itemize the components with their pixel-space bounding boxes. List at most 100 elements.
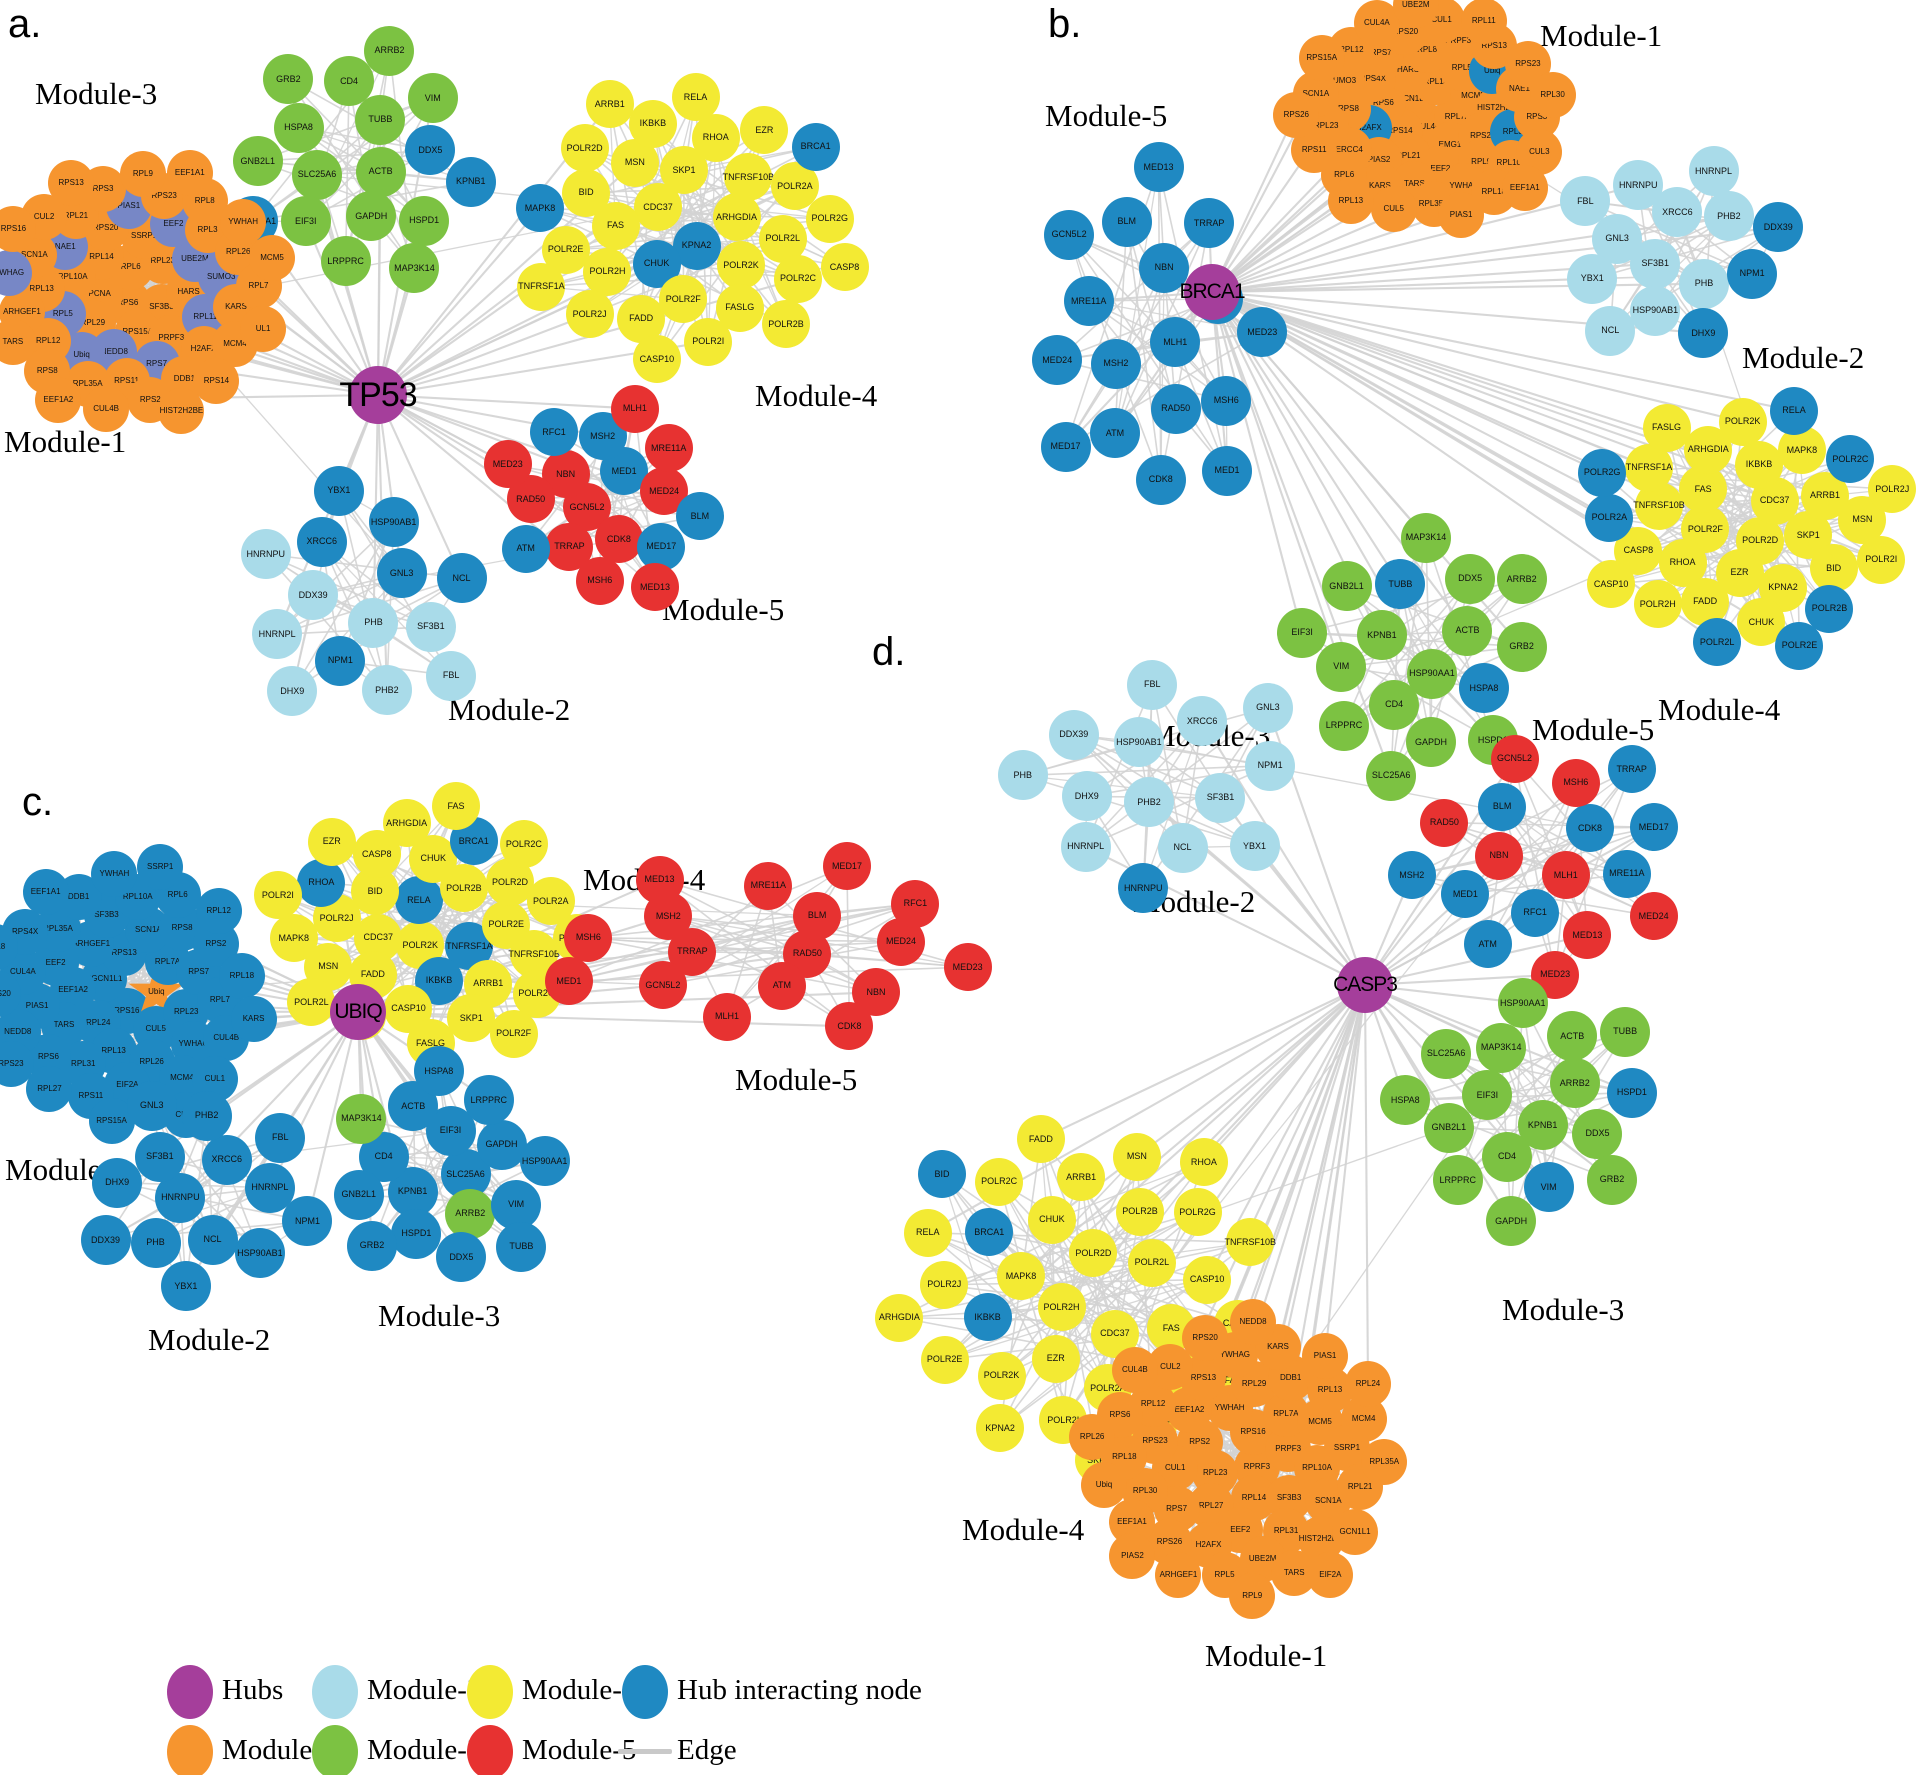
node-EIF3I[interactable]: EIF3I [1462, 1070, 1513, 1121]
node-NEDD8[interactable]: NEDD8 [1230, 1299, 1276, 1346]
node-XRCC6[interactable]: XRCC6 [1652, 187, 1703, 238]
node-XRCC6[interactable]: XRCC6 [201, 1134, 252, 1185]
node-BLM[interactable]: BLM [1101, 196, 1152, 247]
node-RPL27[interactable]: RPL27 [26, 1066, 73, 1113]
node-POLR2H[interactable]: POLR2H [583, 247, 632, 296]
node-CASP10[interactable]: CASP10 [1587, 560, 1636, 609]
node-MED17[interactable]: MED17 [822, 842, 871, 891]
node-MED1[interactable]: MED1 [1441, 870, 1490, 919]
node-ATM[interactable]: ATM [1089, 408, 1140, 459]
node-MCM5[interactable]: MCM5 [249, 234, 296, 281]
node-CD4[interactable]: CD4 [1369, 679, 1420, 730]
node-RFC1[interactable]: RFC1 [530, 408, 579, 457]
node-POLR2G[interactable]: POLR2G [1173, 1188, 1222, 1237]
node-ACTB[interactable]: ACTB [1442, 605, 1493, 656]
node-RPL26[interactable]: RPL26 [1069, 1413, 1116, 1460]
node-DDX5[interactable]: DDX5 [405, 125, 456, 176]
node-MED24[interactable]: MED24 [1032, 335, 1083, 386]
node-GAPDH[interactable]: GAPDH [1486, 1196, 1537, 1247]
node-MSH6[interactable]: MSH6 [564, 913, 613, 962]
node-VIM[interactable]: VIM [407, 73, 458, 124]
node-GNL3[interactable]: GNL3 [376, 548, 427, 599]
node-MED24[interactable]: MED24 [1629, 892, 1678, 941]
node-GCN5L2[interactable]: GCN5L2 [1044, 209, 1095, 260]
node-NPM1[interactable]: NPM1 [315, 635, 366, 686]
node-FBL[interactable]: FBL [255, 1112, 306, 1163]
node-POLR2C[interactable]: POLR2C [1826, 435, 1875, 484]
node-GNB2L1[interactable]: GNB2L1 [333, 1169, 384, 1220]
node-SSRP1[interactable]: SSRP1 [137, 844, 184, 891]
node-EIF3I[interactable]: EIF3I [280, 196, 331, 247]
node-POLR2K[interactable]: POLR2K [977, 1351, 1026, 1400]
node-PHB2[interactable]: PHB2 [1703, 191, 1754, 242]
node-POLR2B[interactable]: POLR2B [1805, 584, 1854, 633]
node-RHOA[interactable]: RHOA [297, 858, 346, 907]
node-POLR2C[interactable]: POLR2C [975, 1157, 1024, 1206]
node-SF3B1[interactable]: SF3B1 [405, 601, 456, 652]
node-MED13[interactable]: MED13 [635, 855, 684, 904]
node-MED17[interactable]: MED17 [1040, 421, 1091, 472]
node-HNRNPL[interactable]: HNRNPL [252, 609, 303, 660]
node-NCL[interactable]: NCL [1585, 305, 1636, 356]
node-ARHGEF1[interactable]: ARHGEF1 [1155, 1551, 1202, 1598]
node-TRRAP[interactable]: TRRAP [1184, 198, 1235, 249]
node-DDX5[interactable]: DDX5 [436, 1232, 487, 1283]
node-MAP3K14[interactable]: MAP3K14 [1476, 1022, 1527, 1073]
node-VIM[interactable]: VIM [1316, 641, 1367, 692]
node-HSP90AA1[interactable]: HSP90AA1 [519, 1136, 570, 1187]
node-LRPPRC[interactable]: LRPPRC [1319, 700, 1370, 751]
node-YBX1[interactable]: YBX1 [160, 1261, 211, 1312]
node-MAPK8[interactable]: MAPK8 [997, 1252, 1046, 1301]
node-DDX39[interactable]: DDX39 [80, 1215, 131, 1266]
node-EZR[interactable]: EZR [740, 106, 789, 155]
node-PHB[interactable]: PHB [997, 750, 1048, 801]
node-RPS20[interactable]: RPS20 [0, 970, 22, 1017]
node-DHX9[interactable]: DHX9 [1061, 771, 1112, 822]
node-IKBKB[interactable]: IKBKB [415, 956, 463, 1005]
node-BLM[interactable]: BLM [675, 492, 724, 541]
node-GAPDH[interactable]: GAPDH [346, 191, 397, 242]
node-MED23[interactable]: MED23 [1237, 307, 1288, 358]
node-EEF1A1[interactable]: EEF1A1 [22, 869, 69, 916]
node-FASLG[interactable]: FASLG [1642, 403, 1691, 452]
node-MSH2[interactable]: MSH2 [1090, 338, 1141, 389]
node-EZR[interactable]: EZR [1031, 1334, 1080, 1383]
node-FADD[interactable]: FADD [617, 294, 666, 343]
node-RAD50[interactable]: RAD50 [1150, 383, 1201, 434]
node-KPNB1[interactable]: KPNB1 [1356, 610, 1407, 661]
node-MAP3K14[interactable]: MAP3K14 [389, 243, 440, 294]
node-RPS26[interactable]: RPS26 [1273, 91, 1320, 138]
node-CASP8[interactable]: CASP8 [820, 243, 869, 292]
node-GCN5L2[interactable]: GCN5L2 [1490, 734, 1539, 783]
node-Ubiq[interactable]: Ubiq [1081, 1461, 1128, 1508]
node-TUBB[interactable]: TUBB [496, 1221, 547, 1272]
node-GRB2[interactable]: GRB2 [263, 54, 314, 105]
node-GAPDH[interactable]: GAPDH [1406, 717, 1457, 768]
node-HSPA8[interactable]: HSPA8 [1458, 663, 1509, 714]
node-MLH1[interactable]: MLH1 [610, 384, 659, 433]
node-POLR2L[interactable]: POLR2L [1127, 1238, 1176, 1287]
node-NCL[interactable]: NCL [1157, 822, 1208, 873]
node-RELA[interactable]: RELA [394, 876, 443, 925]
node-KPNA2[interactable]: KPNA2 [976, 1404, 1025, 1453]
node-MED13[interactable]: MED13 [631, 563, 680, 612]
node-HNRNPU[interactable]: HNRNPU [240, 529, 291, 580]
node-POLR2F[interactable]: POLR2F [489, 1009, 538, 1058]
node-FASLG[interactable]: FASLG [715, 283, 764, 332]
node-POLR2H[interactable]: POLR2H [1037, 1283, 1086, 1332]
node-ARRB2[interactable]: ARRB2 [1496, 554, 1547, 605]
node-DDX5[interactable]: DDX5 [1572, 1108, 1623, 1159]
node-PHB2[interactable]: PHB2 [361, 665, 412, 716]
node-MED13[interactable]: MED13 [1133, 142, 1184, 193]
node-EEF1A1[interactable]: EEF1A1 [166, 150, 213, 197]
node-ACTB[interactable]: ACTB [1547, 1011, 1598, 1062]
node-IKBKB[interactable]: IKBKB [1735, 440, 1783, 489]
node-ATM[interactable]: ATM [501, 524, 550, 573]
node-SLC25A6[interactable]: SLC25A6 [292, 149, 343, 200]
node-MED1[interactable]: MED1 [544, 957, 593, 1006]
node-CUL5[interactable]: CUL5 [1370, 186, 1417, 233]
node-MED13[interactable]: MED13 [1563, 911, 1612, 960]
node-PHB2[interactable]: PHB2 [181, 1090, 232, 1141]
node-HNRNPL[interactable]: HNRNPL [1060, 821, 1111, 872]
node-VIM[interactable]: VIM [1523, 1162, 1574, 1213]
